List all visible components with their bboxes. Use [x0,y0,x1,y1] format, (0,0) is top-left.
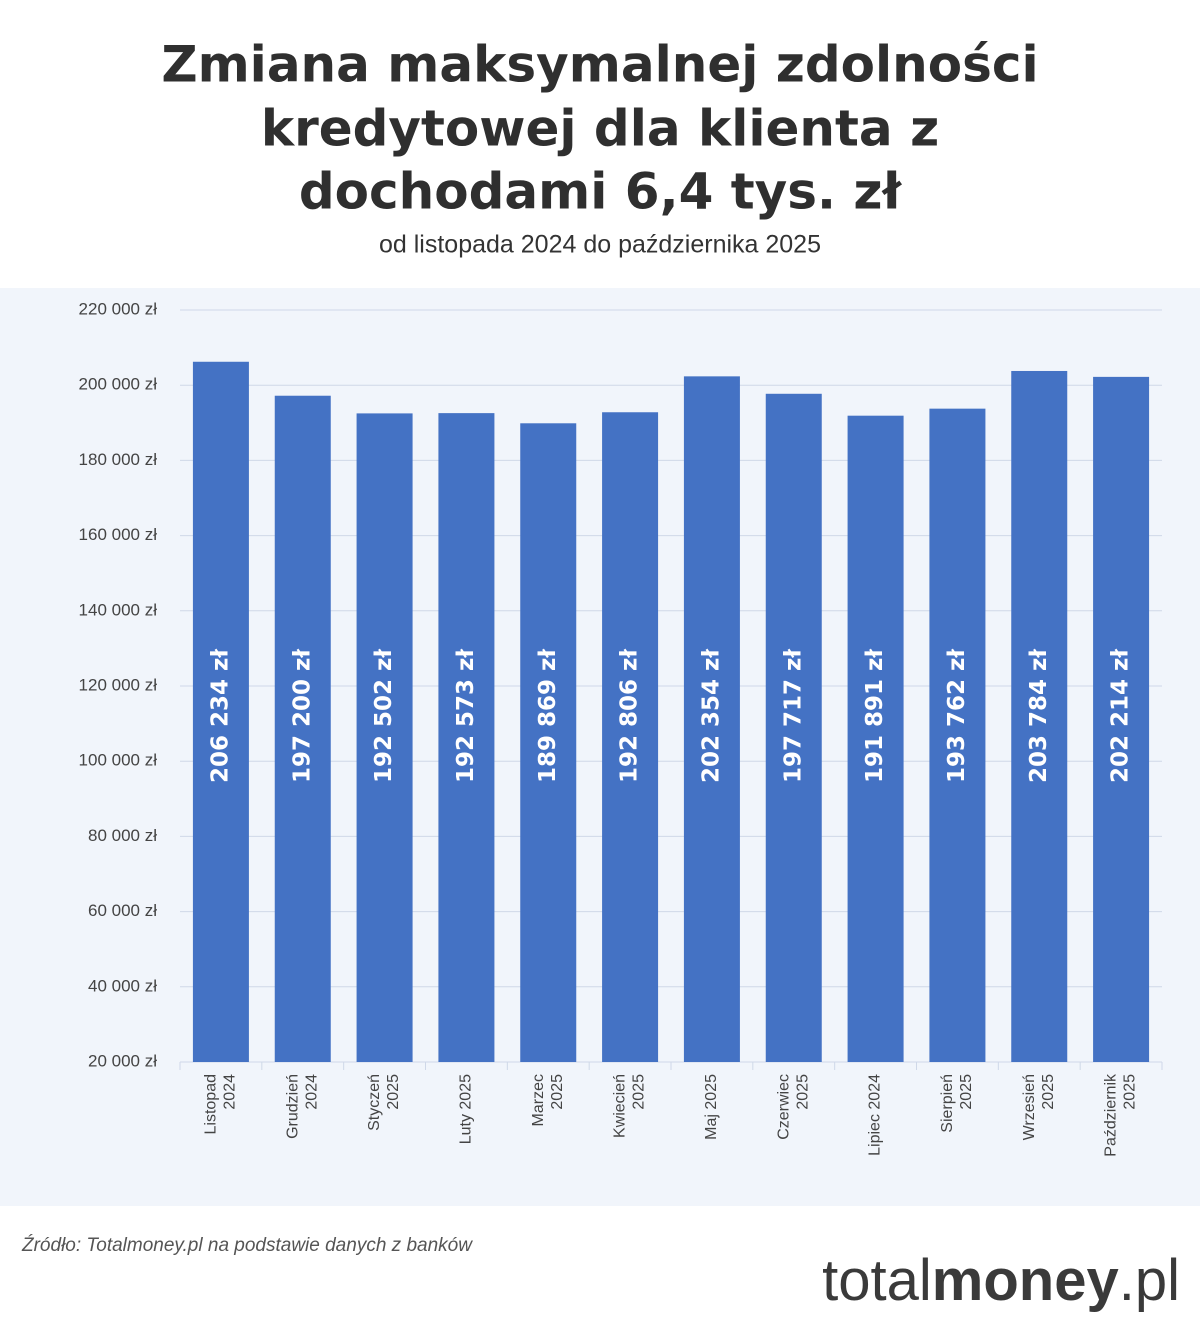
x-tick-label: Sierpień 2025 [939,1074,975,1133]
value-label: 192 573 zł [453,649,479,783]
chart-title: kredytowej dla klienta z [261,100,939,158]
bar [602,412,659,1062]
bar [847,415,904,1063]
x-tick-label: Marzec 2025 [530,1074,566,1127]
chart-subtitle: od listopada 2024 do października 2025 [379,231,821,259]
logo-part: .pl [1119,1248,1180,1313]
chart-title: Zmiana maksymalnej zdolności [161,36,1038,94]
y-tick-label: 200 000 zł [79,375,158,394]
bar [192,361,249,1063]
bar [765,393,822,1063]
bar [929,408,986,1062]
x-tick-label-line: 2025 [958,1074,975,1110]
y-tick-label: 80 000 zł [88,826,157,845]
x-tick-label: Styczeń 2025 [366,1074,402,1131]
y-tick-label: 100 000 zł [79,751,158,770]
bar [1011,370,1068,1062]
chart-title: dochodami 6,4 tys. zł [299,163,903,221]
x-tick-label: Czerwiec 2025 [775,1074,811,1140]
bar [683,376,740,1062]
x-tick-label-line: Maj 2025 [703,1074,720,1140]
x-tick-label-line: 2024 [222,1074,239,1110]
x-tick-label: Październik 2025 [1103,1073,1139,1157]
x-tick-label-line: 2025 [631,1074,648,1110]
bar [1093,376,1150,1062]
x-tick-label-line: 2025 [1122,1074,1139,1110]
value-label: 192 806 zł [617,649,643,783]
value-label: 202 354 zł [698,649,724,783]
x-tick-label-line: Marzec [530,1074,547,1126]
bar [356,413,413,1063]
x-tick-label-line: Grudzień [284,1074,301,1139]
value-label: 203 784 zł [1026,649,1052,783]
y-tick-label: 220 000 zł [79,299,158,318]
bar [274,395,331,1062]
x-tick-label-line: Luty 2025 [458,1074,475,1144]
x-tick-label: Wrzesień 2025 [1021,1074,1057,1140]
x-tick-label-line: Październik [1103,1073,1120,1157]
source: Źródło: Totalmoney.pl na podstawie danyc… [21,1235,473,1256]
x-tick-label-line: Kwiecień [612,1074,629,1138]
x-tick-label-line: Listopad [203,1074,220,1135]
value-label: 189 869 zł [535,649,561,783]
x-tick-label-line: 2025 [1040,1074,1057,1110]
y-tick-label: 60 000 zł [88,901,157,920]
x-tick-label-line: 2024 [303,1074,320,1110]
x-tick-label-line: Wrzesień [1021,1074,1038,1140]
value-label: 197 200 zł [289,649,315,783]
bar [438,413,495,1063]
x-tick-label-line: 2025 [549,1074,566,1110]
value-label: 193 762 zł [944,649,970,783]
x-tick-label-line: Sierpień [939,1074,956,1133]
y-tick-label: 20 000 zł [88,1051,157,1070]
x-tick-label: Maj 2025 [703,1074,720,1140]
value-label: 191 891 zł [862,649,888,783]
value-label: 206 234 zł [207,649,233,783]
x-tick-label: Kwiecień 2025 [612,1074,648,1138]
y-tick-label: 180 000 zł [79,450,158,469]
x-tick-label: Luty 2025 [458,1074,475,1144]
x-tick-label-line: Lipiec 2024 [867,1074,884,1156]
logo: totalmoney.pl [822,1248,1180,1313]
x-tick-label: Grudzień 2024 [284,1074,320,1139]
y-tick-label: 160 000 zł [79,525,158,544]
logo-part: total [822,1248,932,1313]
value-label: 197 717 zł [780,649,806,783]
x-tick-label: Lipiec 2024 [867,1074,884,1156]
x-tick-label-line: 2025 [385,1074,402,1110]
value-label: 202 214 zł [1108,649,1134,783]
bar [520,423,577,1062]
x-tick-label-line: Styczeń [366,1074,383,1131]
logo-part: money [932,1248,1119,1313]
x-tick-label-line: Czerwiec [775,1074,792,1140]
y-tick-label: 40 000 zł [88,976,157,995]
y-tick-label: 120 000 zł [79,675,158,694]
y-tick-label: 140 000 zł [79,600,158,619]
x-tick-label: Listopad 2024 [203,1074,239,1135]
value-label: 192 502 zł [371,649,397,783]
x-tick-label-line: 2025 [794,1074,811,1110]
